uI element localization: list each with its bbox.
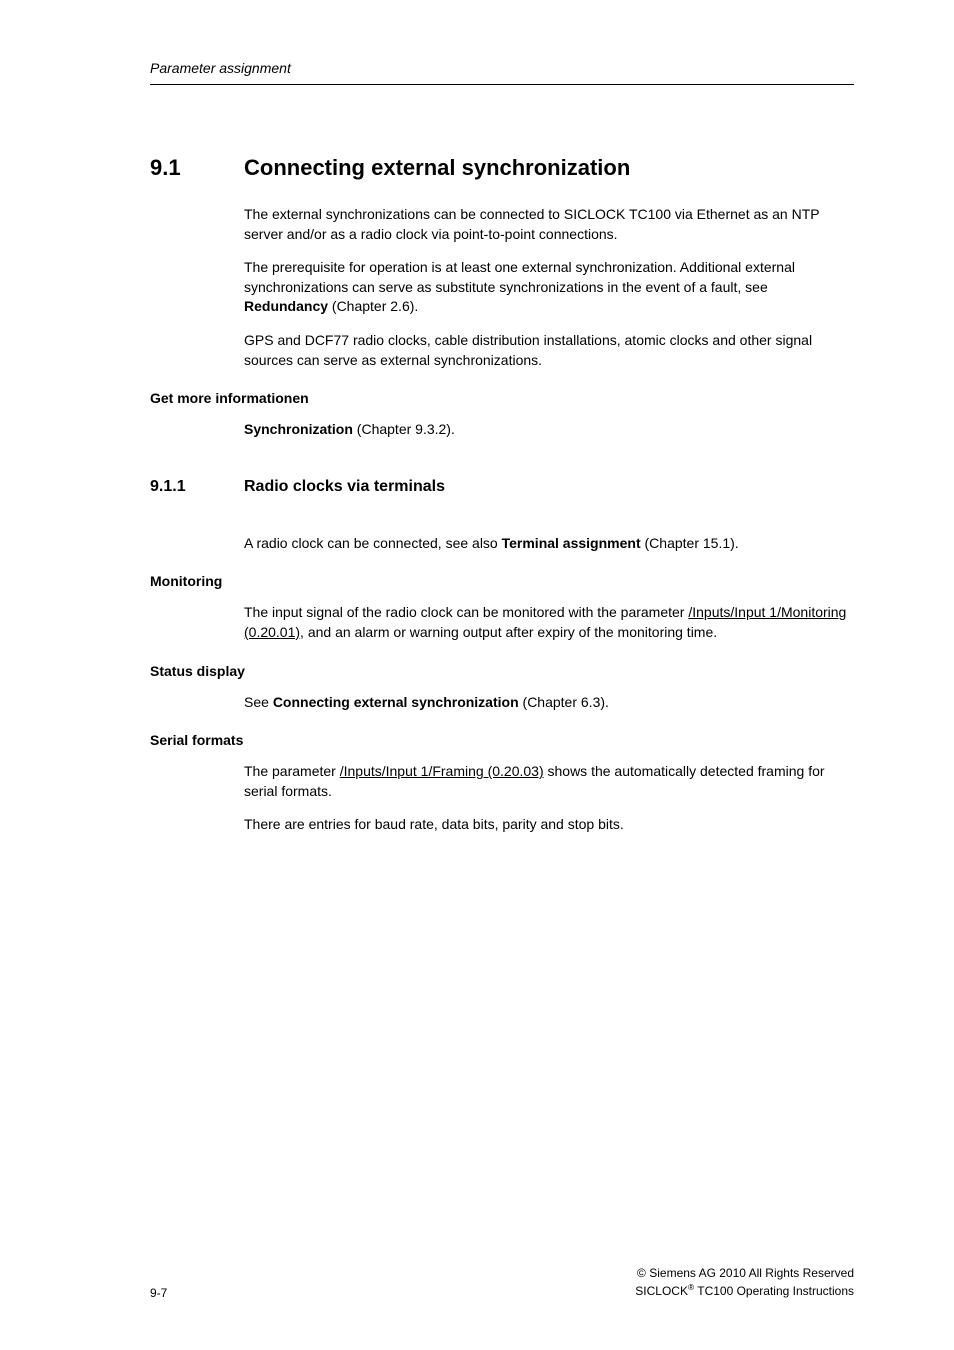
paragraph: The input signal of the radio clock can …: [244, 603, 854, 642]
param-ref-framing: /Inputs/Input 1/Framing (0.20.03): [340, 763, 544, 779]
paragraph: The prerequisite for operation is at lea…: [244, 258, 854, 317]
text: The prerequisite for operation is at lea…: [244, 259, 795, 295]
text: The input signal of the radio clock can …: [244, 604, 688, 620]
text: (Chapter 9.3.2).: [353, 421, 455, 437]
section-9-1-heading: 9.1 Connecting external synchronization: [150, 155, 854, 181]
text: SICLOCK: [635, 1284, 688, 1298]
text: See: [244, 694, 273, 710]
text: (Chapter 2.6).: [328, 298, 418, 314]
section-9-1-1-heading: 9.1.1 Radio clocks via terminals: [150, 478, 854, 496]
status-body: See Connecting external synchronization …: [244, 693, 854, 713]
section-9-1-body: The external synchronizations can be con…: [244, 205, 854, 370]
serial-body: The parameter /Inputs/Input 1/Framing (0…: [244, 762, 854, 835]
subhead-serial-formats: Serial formats: [150, 732, 854, 748]
text: (Chapter 6.3).: [519, 694, 609, 710]
copyright-icon: ©: [637, 1266, 646, 1280]
paragraph: A radio clock can be connected, see also…: [244, 534, 854, 554]
page-root: Parameter assignment 9.1 Connecting exte…: [0, 0, 954, 1350]
subhead-more-info: Get more informationen: [150, 390, 854, 406]
paragraph: The external synchronizations can be con…: [244, 205, 854, 244]
more-info-body: Synchronization (Chapter 9.3.2).: [244, 420, 854, 440]
text: A radio clock can be connected, see also: [244, 535, 502, 551]
xref-connecting-ext-sync: Connecting external synchronization: [273, 694, 519, 710]
paragraph: There are entries for baud rate, data bi…: [244, 815, 854, 835]
xref-synchronization: Synchronization: [244, 421, 353, 437]
paragraph: See Connecting external synchronization …: [244, 693, 854, 713]
page-number: 9-7: [150, 1286, 167, 1300]
running-header: Parameter assignment: [150, 60, 854, 85]
page-footer: 9-7 © Siemens AG 2010 All Rights Reserve…: [150, 1265, 854, 1300]
subhead-monitoring: Monitoring: [150, 573, 854, 589]
xref-redundancy: Redundancy: [244, 298, 328, 314]
section-9-1-1-body: A radio clock can be connected, see also…: [244, 534, 854, 554]
copyright-line: © Siemens AG 2010 All Rights Reserved: [635, 1265, 854, 1282]
text: Siemens AG 2010 All Rights Reserved: [646, 1266, 854, 1280]
section-number: 9.1.1: [150, 478, 244, 496]
product-line: SICLOCK® TC100 Operating Instructions: [635, 1282, 854, 1300]
text: (Chapter 15.1).: [641, 535, 739, 551]
paragraph: Synchronization (Chapter 9.3.2).: [244, 420, 854, 440]
text: TC100 Operating Instructions: [694, 1284, 854, 1298]
section-number: 9.1: [150, 155, 244, 181]
xref-terminal-assignment: Terminal assignment: [502, 535, 641, 551]
paragraph: GPS and DCF77 radio clocks, cable distri…: [244, 331, 854, 370]
paragraph: The parameter /Inputs/Input 1/Framing (0…: [244, 762, 854, 801]
section-title: Connecting external synchronization: [244, 155, 630, 181]
footer-right: © Siemens AG 2010 All Rights Reserved SI…: [635, 1265, 854, 1300]
text: The parameter: [244, 763, 340, 779]
subhead-status-display: Status display: [150, 663, 854, 679]
section-title: Radio clocks via terminals: [244, 478, 445, 496]
monitoring-body: The input signal of the radio clock can …: [244, 603, 854, 642]
text: , and an alarm or warning output after e…: [300, 624, 717, 640]
